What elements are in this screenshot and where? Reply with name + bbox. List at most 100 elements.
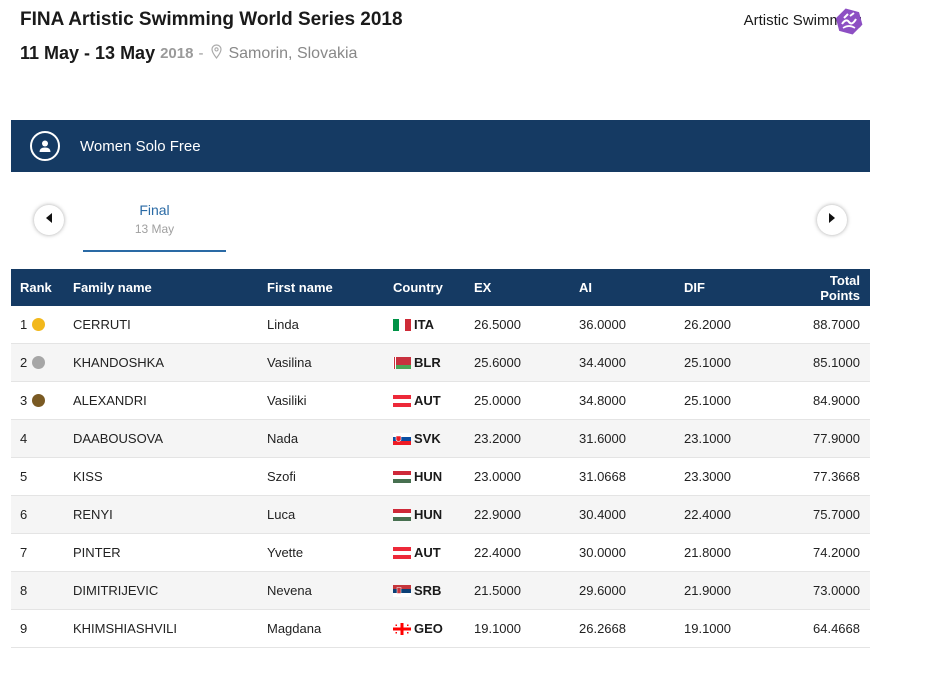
rank-value: 9 (20, 621, 28, 636)
tab-final[interactable]: Final 13 May (83, 196, 226, 252)
header-ex: EX (474, 280, 492, 295)
rank-value: 7 (20, 545, 28, 560)
country-code: HUN (414, 469, 443, 484)
header-rank: Rank (20, 280, 52, 295)
country-code: ITA (414, 317, 434, 332)
header-family-name: Family name (73, 280, 152, 295)
next-round-button[interactable] (817, 205, 847, 235)
rank-cell: 3 (11, 381, 73, 420)
country-code: BLR (414, 355, 441, 370)
ai-score-cell: 31.6000 (579, 419, 684, 458)
family-name-cell: ALEXANDRI (73, 381, 267, 420)
ai-score-cell: 26.2668 (579, 609, 684, 648)
total-points-cell: 88.7000 (789, 306, 870, 344)
round-name: Final (139, 202, 170, 218)
rank-value: 2 (20, 355, 28, 370)
table-row[interactable]: 2 KHANDOSHKA Vasilina BLR 25.6000 34.400… (11, 343, 870, 382)
previous-round-button[interactable] (34, 205, 64, 235)
rank-cell: 9 (11, 609, 73, 648)
total-points-cell: 85.1000 (789, 343, 870, 382)
first-name-cell: Linda (267, 306, 393, 344)
ex-score-cell: 22.4000 (474, 533, 579, 572)
rank-cell: 2 (11, 343, 73, 382)
country-cell: SVK (393, 419, 474, 458)
ai-score-cell: 30.0000 (579, 533, 684, 572)
family-name-cell: KHANDOSHKA (73, 343, 267, 382)
sport-label[interactable]: Artistic Swimming (744, 12, 862, 29)
rank-cell: 8 (11, 571, 73, 610)
country-cell: BLR (393, 343, 474, 382)
discipline-header: Women Solo Free (11, 120, 870, 172)
family-name-cell: CERRUTI (73, 306, 267, 344)
family-name-cell: DAABOUSOVA (73, 419, 267, 458)
country-code: AUT (414, 545, 441, 560)
ex-score-cell: 22.9000 (474, 495, 579, 534)
table-row[interactable]: 1 CERRUTI Linda ITA 26.5000 36.0000 26.2… (11, 306, 870, 344)
artistic-swimming-logo-icon (834, 6, 864, 36)
table-row[interactable]: 6 RENYI Luca HUN 22.9000 30.4000 22.4000… (11, 495, 870, 534)
header-dif: DIF (684, 280, 705, 295)
ex-score-cell: 19.1000 (474, 609, 579, 648)
country-cell: SRB (393, 571, 474, 610)
first-name-cell: Szofi (267, 457, 393, 496)
first-name-cell: Nada (267, 419, 393, 458)
event-subline: 11 May - 13 May 2018 - Samorin, Slovakia (20, 43, 357, 64)
flag-srb-icon (393, 585, 411, 597)
discipline-name: Women Solo Free (80, 137, 201, 155)
country-cell: GEO (393, 609, 474, 648)
bronze-medal-icon (32, 394, 46, 407)
table-row[interactable]: 4 DAABOUSOVA Nada SVK 23.2000 31.6000 23… (11, 419, 870, 458)
ai-score-cell: 34.8000 (579, 381, 684, 420)
event-title: FINA Artistic Swimming World Series 2018 (20, 9, 403, 30)
header-total-points: Total Points (820, 272, 860, 303)
total-points-cell: 75.7000 (789, 495, 870, 534)
rank-value: 1 (20, 317, 28, 332)
table-row[interactable]: 3 ALEXANDRI Vasiliki AUT 25.0000 34.8000… (11, 381, 870, 420)
ai-score-cell: 34.4000 (579, 343, 684, 382)
first-name-cell: Vasilina (267, 343, 393, 382)
family-name-cell: KISS (73, 457, 267, 496)
table-row[interactable]: 5 KISS Szofi HUN 23.0000 31.0668 23.3000… (11, 457, 870, 496)
ex-score-cell: 25.0000 (474, 381, 579, 420)
rank-cell: 1 (11, 306, 73, 344)
table-row[interactable]: 8 DIMITRIJEVIC Nevena SRB 21.5000 29.600… (11, 571, 870, 610)
flag-geo-icon (393, 623, 411, 635)
chevron-right-icon (827, 211, 837, 229)
header-country: Country (393, 280, 443, 295)
rank-value: 6 (20, 507, 28, 522)
country-code: SRB (414, 583, 442, 598)
ex-score-cell: 26.5000 (474, 306, 579, 344)
dif-score-cell: 25.1000 (684, 343, 789, 382)
flag-blr-icon (393, 357, 411, 369)
family-name-cell: RENYI (73, 495, 267, 534)
total-points-cell: 74.2000 (789, 533, 870, 572)
rank-value: 5 (20, 469, 28, 484)
rank-cell: 5 (11, 457, 73, 496)
family-name-cell: KHIMSHIASHVILI (73, 609, 267, 648)
dif-score-cell: 22.4000 (684, 495, 789, 534)
ex-score-cell: 21.5000 (474, 571, 579, 610)
dif-score-cell: 23.1000 (684, 419, 789, 458)
flag-svk-icon (393, 433, 411, 445)
table-row[interactable]: 9 KHIMSHIASHVILI Magdana GEO 19.1000 26.… (11, 609, 870, 648)
total-points-cell: 73.0000 (789, 571, 870, 610)
first-name-cell: Yvette (267, 533, 393, 572)
ai-score-cell: 30.4000 (579, 495, 684, 534)
dif-score-cell: 26.2000 (684, 306, 789, 344)
family-name-cell: DIMITRIJEVIC (73, 571, 267, 610)
table-row[interactable]: 7 PINTER Yvette AUT 22.4000 30.0000 21.8… (11, 533, 870, 572)
country-cell: AUT (393, 533, 474, 572)
flag-aut-icon (393, 395, 411, 407)
country-code: GEO (414, 621, 443, 636)
country-code: SVK (414, 431, 441, 446)
athlete-icon (30, 131, 60, 161)
ai-score-cell: 36.0000 (579, 306, 684, 344)
sport-name: Artistic Swimming (743, 12, 862, 29)
ex-score-cell: 23.2000 (474, 419, 579, 458)
rank-value: 3 (20, 393, 28, 408)
country-cell: HUN (393, 457, 474, 496)
total-points-cell: 77.9000 (789, 419, 870, 458)
dif-score-cell: 19.1000 (684, 609, 789, 648)
location-pin-icon (211, 43, 223, 64)
results-table: Rank Family name First name Country EX A… (11, 269, 870, 648)
